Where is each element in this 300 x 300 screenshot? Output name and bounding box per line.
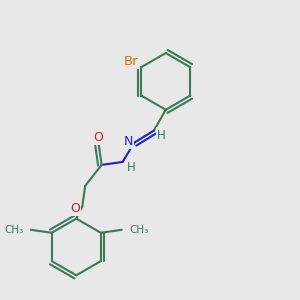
- Text: CH₃: CH₃: [4, 225, 23, 235]
- Text: CH₃: CH₃: [129, 225, 148, 235]
- Text: O: O: [94, 131, 103, 144]
- Text: H: H: [127, 161, 136, 174]
- Text: H: H: [157, 129, 166, 142]
- Text: O: O: [70, 202, 80, 215]
- Text: Br: Br: [124, 55, 138, 68]
- Text: N: N: [124, 135, 133, 148]
